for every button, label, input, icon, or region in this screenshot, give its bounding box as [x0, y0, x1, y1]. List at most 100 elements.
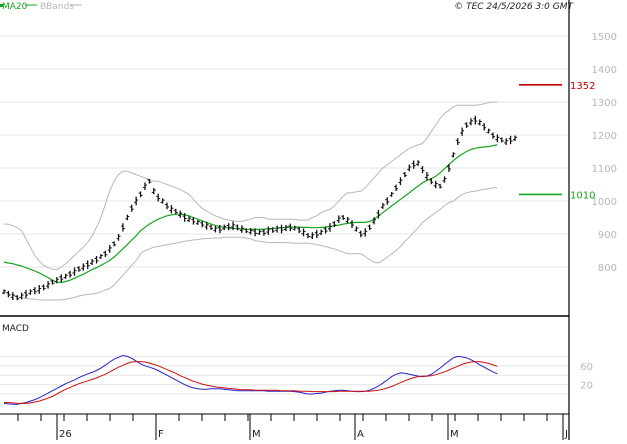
- price-bar: [248, 228, 253, 235]
- ma20-series: [3, 144, 498, 284]
- price-bar: [169, 205, 174, 214]
- price-bar: [354, 226, 359, 232]
- price-bar: [187, 216, 192, 223]
- legend: MA20 BBands: [0, 2, 82, 12]
- price-bar: [513, 135, 517, 142]
- macd-panel-title: MACD: [2, 324, 29, 334]
- price-bar: [438, 183, 443, 189]
- price-bar: [336, 215, 341, 223]
- price-bar: [490, 132, 495, 139]
- price-bar: [204, 221, 209, 230]
- price-bar: [90, 259, 95, 266]
- price-bar: [142, 182, 147, 190]
- price-bar: [446, 164, 451, 172]
- price-bar: [402, 172, 407, 178]
- price-bar: [41, 284, 46, 291]
- price-bar: [486, 128, 491, 134]
- ma20-line: [3, 144, 498, 284]
- price-bar: [380, 202, 385, 209]
- price-bar: [235, 224, 240, 231]
- price-bar: [376, 209, 381, 219]
- price-bar: [244, 228, 249, 234]
- price-bar: [411, 160, 416, 169]
- price-bar: [341, 215, 346, 220]
- macd-tick-label: 20: [580, 381, 593, 392]
- level-label: 1352: [570, 81, 595, 92]
- bb-lower-line: [3, 187, 498, 301]
- price-bar: [283, 225, 288, 232]
- ma20-legend-swatch: [0, 4, 3, 7]
- price-bar: [398, 177, 403, 186]
- price-bar: [297, 226, 302, 234]
- price-bar: [32, 287, 37, 295]
- price-bar: [160, 198, 165, 204]
- price-bar: [138, 191, 143, 198]
- price-bar: [323, 226, 328, 234]
- price-bar: [151, 187, 156, 195]
- bbands-legend-label: BBands: [40, 2, 74, 12]
- month-label: A: [357, 429, 364, 440]
- price-bar: [19, 292, 24, 300]
- price-bar: [424, 171, 429, 181]
- price-bar: [195, 220, 200, 225]
- price-bar: [345, 216, 350, 224]
- price-bar: [305, 233, 310, 239]
- price-bar: [107, 244, 112, 253]
- price-bar: [191, 217, 196, 225]
- price-bar: [46, 281, 51, 289]
- price-bar: [288, 223, 293, 232]
- price-bar: [24, 289, 29, 299]
- price-bar: [59, 274, 64, 283]
- price-bar: [292, 225, 297, 231]
- price-bar: [231, 221, 236, 231]
- price-bar: [279, 224, 284, 234]
- price-bar: [385, 197, 390, 205]
- price-bar: [37, 285, 42, 294]
- price-bar: [116, 233, 121, 241]
- price-bar: [416, 160, 421, 166]
- price-bar: [54, 277, 59, 284]
- price-bar: [72, 267, 77, 276]
- price-axis: 800 900 1000 1100 1200 1300 1400 1500: [592, 32, 617, 274]
- price-bar: [15, 295, 20, 301]
- price-bar: [433, 180, 438, 189]
- price-bar: [213, 225, 218, 233]
- price-bar: [508, 135, 513, 145]
- level-label: 1010: [570, 190, 595, 201]
- price-bar: [275, 225, 280, 233]
- price-tick-label: 1200: [592, 131, 617, 142]
- price-bar: [200, 220, 205, 228]
- price-bar: [217, 224, 222, 234]
- macd-grid: [0, 355, 569, 395]
- price-bar: [310, 232, 315, 240]
- price-bar: [81, 263, 86, 271]
- price-bar: [504, 138, 509, 145]
- price-bar: [442, 176, 447, 183]
- month-label: M: [450, 429, 459, 440]
- price-bar: [327, 223, 332, 232]
- price-bar: [2, 289, 6, 295]
- month-label: M: [252, 429, 261, 440]
- price-bar: [209, 224, 214, 230]
- price-bar: [120, 223, 125, 232]
- price-grid: [0, 35, 569, 268]
- bollinger-bands: [3, 101, 498, 301]
- price-bar: [98, 254, 103, 259]
- price-bar: [429, 178, 434, 185]
- price-bar: [261, 228, 266, 236]
- price-bar: [464, 122, 469, 128]
- price-bar: [147, 178, 152, 184]
- price-bar: [394, 184, 399, 191]
- price-tick-label: 1300: [592, 98, 617, 109]
- macd-tick-label: 60: [580, 362, 593, 373]
- price-bar: [420, 166, 425, 174]
- price-bar: [173, 208, 178, 215]
- copyright-text: © TEC 24/5/2026 3:0 GMT: [454, 2, 574, 12]
- price-bar: [68, 270, 73, 278]
- x-axis: 26 F M A M J: [17, 414, 568, 440]
- price-bar: [367, 224, 372, 231]
- price-tick-label: 1000: [592, 197, 617, 208]
